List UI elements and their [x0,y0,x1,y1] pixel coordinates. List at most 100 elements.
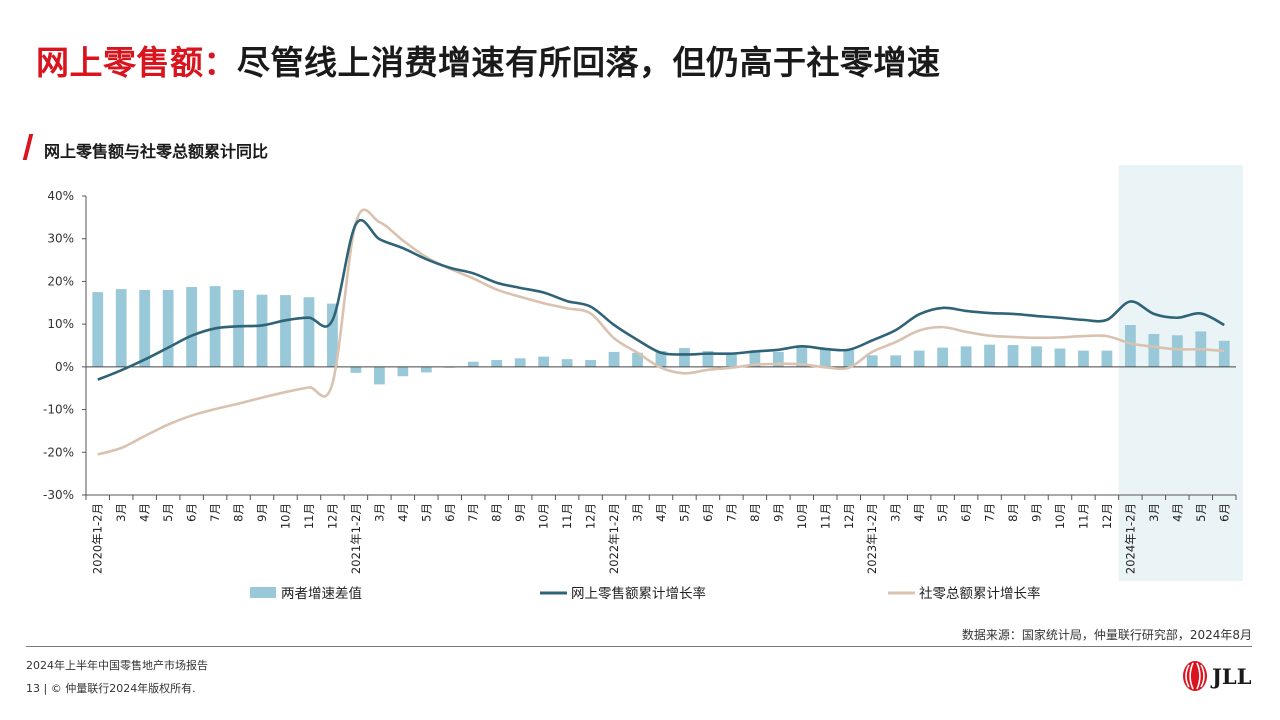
jll-logo-icon [1183,661,1207,691]
bar [538,356,550,367]
bar [209,286,221,367]
jll-logo: JLL [1182,660,1252,694]
bar [139,289,151,367]
y-tick-label: -30% [43,488,74,502]
bar [373,366,385,385]
x-tick-label: 9月 [771,503,785,522]
bar [843,350,855,367]
x-tick-label: 6月 [959,503,973,522]
x-tick-label: 2023年1-2月 [865,503,879,574]
x-tick-label: 5月 [936,503,950,522]
bar [491,360,503,367]
footer-copyright: 13 | © 仲量联行2024年版权所有. [26,682,196,695]
footer-divider [26,646,1252,647]
x-tick-label: 10月 [795,503,809,529]
title-main: 尽管线上消费增速有所回落，但仍高于社零增速 [237,43,941,82]
y-tick-label: 10% [47,317,74,331]
x-tick-label: 5月 [419,503,433,522]
x-tick-label: 9月 [255,503,269,522]
bar [632,352,643,367]
bar [585,360,596,367]
online-growth-line [97,218,1225,381]
x-tick-label: 12月 [584,503,598,529]
bar [937,347,949,367]
bar [186,286,198,367]
bar [233,289,244,367]
bar [890,355,902,367]
x-tick-label: 3月 [1147,503,1161,522]
bar [984,344,995,367]
y-tick-label: 30% [47,232,74,246]
bar [327,303,338,367]
x-tick-label: 2022年1-2月 [607,503,621,574]
bar [115,289,127,367]
bar [1124,324,1136,367]
bar [303,297,315,367]
x-tick-label: 8月 [232,503,246,522]
bar [162,289,174,367]
bar [561,359,573,367]
x-tick-label: 8月 [490,503,504,522]
bar [913,350,925,367]
legend-retail-label: 社零总额累计增长率 [919,585,1041,602]
data-source: 数据来源：国家统计局，仲量联行研究部，2024年8月 [961,628,1252,642]
x-tick-label: 6月 [1217,503,1231,522]
legend-online-label: 网上零售额累计增长率 [571,585,706,602]
bar [420,366,432,373]
bar [1031,346,1042,367]
bar [1148,333,1160,367]
x-tick-label: 10月 [537,503,551,529]
logo-text: JLL [1212,664,1252,689]
bar [256,294,268,367]
x-tick-label: 12月 [842,503,856,529]
x-tick-label: 6月 [185,503,199,522]
bar [92,292,104,367]
bar [679,348,690,367]
x-tick-label: 3月 [372,503,386,522]
bar [1007,345,1019,367]
x-tick-label: 4月 [654,503,668,522]
bar [819,348,831,367]
x-tick-label: 11月 [818,503,832,529]
footer-report-title: 2024年上半年中国零售地产市场报告 [26,659,208,672]
bar [467,361,479,367]
x-tick-label: 8月 [1006,503,1020,522]
y-tick-label: 0% [55,360,74,374]
x-tick-label: 2020年1-2月 [91,503,105,574]
bar [280,295,291,367]
bar [749,351,761,367]
x-tick-label: 9月 [1030,503,1044,522]
x-tick-label: 3月 [114,503,128,522]
legend-bar-swatch [250,587,276,598]
page-title: 网上零售额：尽管线上消费增速有所回落，但仍高于社零增速 [36,36,941,84]
bar [702,351,714,367]
bar [796,347,808,367]
x-tick-label: 4月 [912,503,926,522]
x-tick-label: 2024年1-2月 [1123,503,1137,574]
bar [1218,340,1230,367]
bar [1054,348,1066,367]
x-tick-label: 7月 [466,503,480,522]
bar [1101,350,1113,367]
x-tick-label: 7月 [724,503,738,522]
x-tick-label: 5月 [677,503,691,522]
x-tick-label: 5月 [1194,503,1208,522]
y-tick-label: 20% [47,274,74,288]
x-tick-label: 7月 [208,503,222,522]
bar [866,355,878,367]
bar [1078,350,1089,367]
x-tick-label: 8月 [748,503,762,522]
x-tick-label: 4月 [138,503,152,522]
bar [726,353,737,367]
bar [655,351,667,367]
x-tick-label: 3月 [631,503,645,522]
x-tick-label: 2021年1-2月 [349,503,363,574]
x-tick-label: 3月 [889,503,903,522]
bar [397,366,409,377]
legend-bar-label: 两者增速差值 [281,586,362,602]
x-tick-label: 12月 [325,503,339,529]
x-tick-label: 7月 [983,503,997,522]
y-tick-label: -20% [43,445,74,459]
x-tick-label: 6月 [443,503,457,522]
bar [772,351,784,367]
